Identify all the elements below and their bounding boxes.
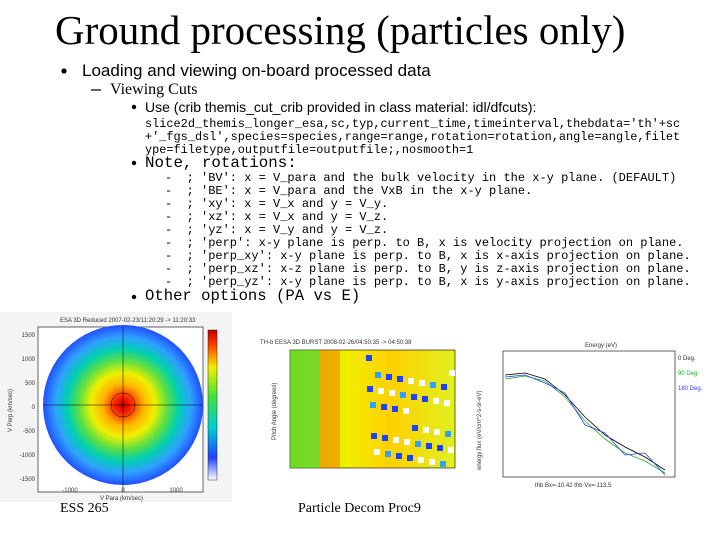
block [423, 427, 429, 433]
block [415, 441, 421, 447]
block [429, 459, 435, 465]
rotation-row: - ; 'xy': x = V_x and y = V_y. [165, 197, 389, 211]
block [400, 392, 406, 398]
block [448, 447, 454, 453]
rotation-row: - ; 'perp_yz': x-y plane is perp. to B, … [165, 275, 691, 289]
figure-footer: thb Bx=-10.42 thb Vx=-113.5 [535, 483, 612, 489]
footer-center: Particle Decom Proc9 [298, 501, 421, 516]
block [382, 435, 388, 441]
block [418, 457, 424, 463]
block [430, 382, 436, 388]
block [444, 400, 450, 406]
block [367, 386, 373, 392]
block [378, 388, 384, 394]
y-tick-label: 500 [25, 381, 36, 387]
figure-title: TH-b EESA 3D BURST 2008-02-26/04:50:35 -… [260, 340, 412, 346]
block [426, 443, 432, 449]
legend-entry: 180 Deg. [678, 386, 703, 392]
bullet [131, 104, 137, 110]
figure-middle: TH-b EESA 3D BURST 2008-02-26/04:50:35 -… [260, 340, 456, 469]
x-tick-label: 1000 [169, 488, 183, 494]
legend-entry: 90 Deg. [678, 371, 699, 377]
block [393, 437, 399, 443]
bullet-markers [61, 68, 137, 300]
curve [504, 374, 666, 476]
block [422, 396, 428, 402]
figure-title: Energy (eV) [585, 343, 617, 349]
block [449, 370, 455, 376]
x-label: V Para (km/sec) [100, 496, 143, 502]
y-tick-label: 0 [32, 405, 36, 411]
code-line: +'_fgs_dsl',species=species,range=range,… [145, 130, 681, 144]
bullet [61, 68, 67, 74]
block [434, 429, 440, 435]
level2-text: Viewing Cuts [110, 81, 198, 98]
block [419, 380, 425, 386]
rotation-row: - ; 'xz': x = V_x and y = V_z. [165, 210, 389, 224]
note-text: Note, rotations: [145, 154, 297, 172]
slide-title: Ground processing (particles only) [55, 7, 626, 53]
x-tick-label: 0 [121, 488, 125, 494]
block [396, 453, 402, 459]
y-tick-label: -1000 [20, 453, 36, 459]
y-label: energy flux (eV/cm^2-s-sr-eV) [477, 390, 483, 470]
block [408, 378, 414, 384]
footer-left: ESS 265 [60, 501, 109, 516]
block [386, 374, 392, 380]
y-tick-label: 1500 [22, 333, 36, 339]
block [397, 376, 403, 382]
block [403, 408, 409, 414]
y-tick-label: -1500 [20, 477, 36, 483]
block [366, 355, 372, 361]
block [404, 439, 410, 445]
other-text: Other options (PA vs E) [145, 287, 361, 305]
block [371, 433, 377, 439]
rotation-row: - ; 'perp_xz': x-z plane is perp. to B, … [165, 262, 691, 276]
band [320, 350, 340, 468]
plot-frame [502, 350, 676, 478]
level1-text: Loading and viewing on-board processed d… [82, 61, 431, 80]
rotation-row: - ; 'BV': x = V_para and the bulk veloci… [165, 171, 677, 185]
block [385, 451, 391, 457]
block [412, 425, 418, 431]
figure-title: ESA 3D Reduced 2007-02-23/11:20:29 -> 11… [60, 318, 196, 324]
rotation-row: - ; 'BE': x = V_para and the VxB in the … [165, 184, 533, 198]
block [374, 449, 380, 455]
block [392, 406, 398, 412]
figure-right: Energy (eV) energy flux (eV/cm^2-s-sr-eV… [477, 343, 703, 489]
use-text: Use (crib themis_cut_crib provided in cl… [145, 99, 537, 115]
block [440, 461, 446, 467]
rotation-row: - ; 'yz': x = V_y and y = V_z. [165, 223, 389, 237]
block [433, 398, 439, 404]
code-line: ype=filetype,outputfile=outputfile;,nosm… [145, 143, 474, 157]
bullet [131, 160, 137, 166]
contour [110, 392, 136, 418]
rotation-row: - ; 'perp_xy': x-y plane is perp. to B, … [165, 249, 691, 263]
block [370, 402, 376, 408]
block [445, 431, 451, 437]
y-label: V Perp (km/sec) [8, 389, 14, 432]
x-tick-label: -1000 [62, 488, 78, 494]
block [375, 372, 381, 378]
rotation-row: - ; 'perp': x-y plane is perp. to B, x i… [165, 236, 684, 250]
block [389, 390, 395, 396]
block [411, 394, 417, 400]
figure-left: ESA 3D Reduced 2007-02-23/11:20:29 -> 11… [0, 312, 232, 502]
block [441, 384, 447, 390]
code-block: slice2d_themis_longer_esa,sc,typ,current… [145, 118, 680, 157]
code-line: slice2d_themis_longer_esa,sc,typ,current… [145, 117, 681, 131]
colorbar [207, 329, 218, 481]
bullet [131, 294, 137, 300]
rotations-block: - ; 'BV': x = V_para and the bulk veloci… [165, 172, 691, 289]
y-tick-label: -500 [23, 429, 36, 435]
block [437, 445, 443, 451]
block [381, 404, 387, 410]
band [290, 350, 320, 468]
y-label: Pitch Angle (degrees) [272, 383, 278, 440]
block [407, 455, 413, 461]
y-tick-label: 1000 [22, 357, 36, 363]
legend-entry: 0 Deg. [678, 356, 696, 362]
